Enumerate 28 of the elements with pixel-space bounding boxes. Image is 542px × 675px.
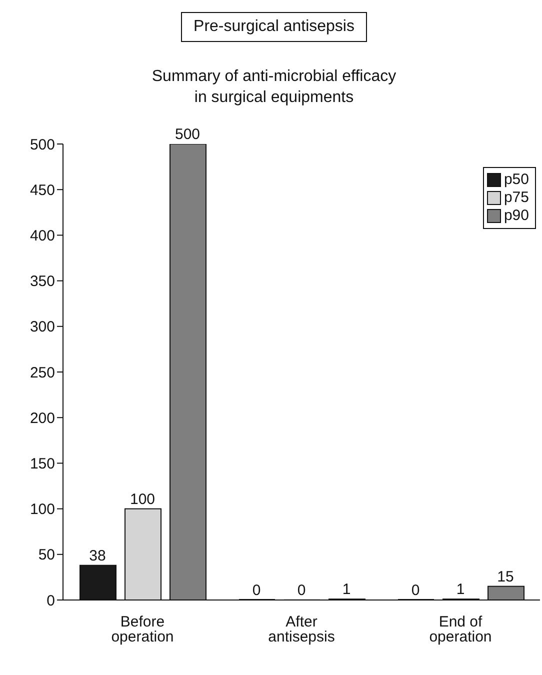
y-tick-label: 50	[38, 546, 55, 564]
chart-title: Pre-surgical antisepsis	[180, 12, 368, 42]
data-label: 15	[497, 568, 514, 586]
y-tick-label: 100	[30, 501, 55, 518]
data-label: 500	[174, 126, 200, 143]
data-label: 38	[89, 547, 106, 564]
data-label: 1	[456, 581, 465, 598]
data-label: 0	[252, 582, 261, 599]
x-tick-label: End of operation	[429, 614, 492, 646]
y-tick-label: 300	[30, 318, 55, 336]
data-label: 1	[342, 581, 351, 598]
y-tick-label: 400	[30, 228, 55, 245]
y-tick-label: 0	[46, 592, 55, 610]
y-tick-label: 150	[30, 456, 55, 473]
chart-subtitle: Summary of anti-microbial efficacy in surgical equipments	[150, 67, 398, 108]
y-tick-label: 250	[30, 364, 55, 382]
x-tick-label: Before operation	[111, 614, 174, 646]
y-tick-label: 500	[30, 136, 55, 154]
legend-label: p75	[504, 189, 529, 207]
y-tick-label: 200	[30, 410, 55, 427]
y-tick-label: 450	[30, 182, 55, 199]
y-tick-label: 350	[30, 273, 55, 290]
x-tick-label: After antisepsis	[268, 614, 335, 646]
data-label: 0	[411, 582, 420, 599]
data-label: 0	[297, 582, 306, 599]
data-label: 100	[130, 490, 156, 508]
legend-label: p90	[504, 207, 529, 225]
legend-label: p50	[504, 171, 529, 189]
